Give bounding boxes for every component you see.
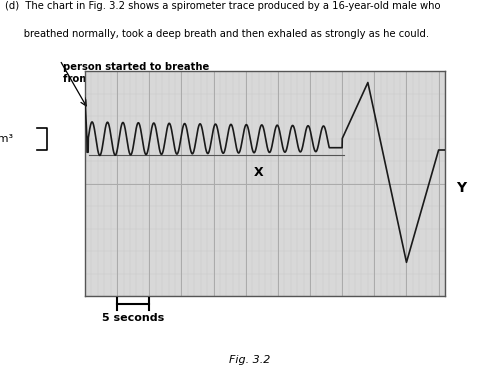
Text: Y: Y <box>456 181 466 195</box>
Text: 1 dm³: 1 dm³ <box>0 134 13 144</box>
Text: breathed normally, took a deep breath and then exhaled as strongly as he could.: breathed normally, took a deep breath an… <box>5 29 429 39</box>
Text: (d)  The chart in Fig. 3.2 shows a spirometer trace produced by a 16-year-old ma: (d) The chart in Fig. 3.2 shows a spirom… <box>5 1 440 11</box>
Text: 5 seconds: 5 seconds <box>102 313 164 323</box>
Text: person started to breathe
from the spirometer: person started to breathe from the spiro… <box>63 62 209 84</box>
Text: Fig. 3.2: Fig. 3.2 <box>230 356 270 365</box>
Text: X: X <box>254 166 264 179</box>
